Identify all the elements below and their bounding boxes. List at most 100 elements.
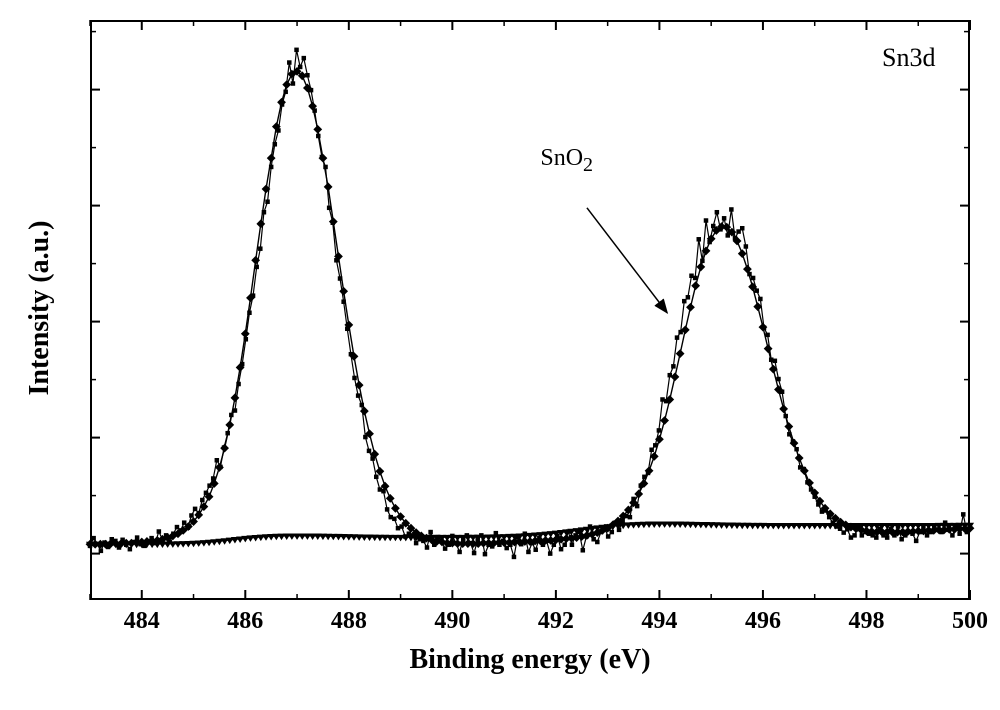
fit-series-marker xyxy=(324,182,333,191)
raw-series-marker xyxy=(374,475,379,480)
raw-series-marker xyxy=(617,528,622,533)
raw-series-marker xyxy=(943,520,948,525)
raw-series-marker xyxy=(367,449,372,454)
series-group xyxy=(86,48,975,560)
fit-series-marker xyxy=(231,393,240,402)
fit-series-marker xyxy=(386,494,395,503)
raw-series-marker xyxy=(215,458,220,463)
raw-series-marker xyxy=(852,533,857,538)
raw-series-marker xyxy=(950,533,955,538)
raw-series-marker xyxy=(754,288,759,293)
raw-series-marker xyxy=(483,552,488,557)
raw-series-marker xyxy=(610,530,615,535)
raw-series-marker xyxy=(526,550,531,555)
fit-series-line xyxy=(90,71,970,544)
raw-series-marker xyxy=(751,276,756,281)
raw-series-marker xyxy=(428,530,433,535)
raw-series-marker xyxy=(189,513,194,518)
raw-series-marker xyxy=(128,547,133,552)
raw-series-marker xyxy=(302,56,307,61)
axis-ticks xyxy=(90,20,970,600)
raw-series-marker xyxy=(414,541,419,546)
annotation-sno2: SnO2 xyxy=(540,145,593,177)
raw-series-marker xyxy=(559,547,564,552)
raw-series-marker xyxy=(200,498,205,503)
raw-series-marker xyxy=(588,524,593,529)
raw-series-marker xyxy=(729,207,734,212)
raw-series-marker xyxy=(425,545,430,550)
raw-series-marker xyxy=(294,48,299,53)
fit-series-marker xyxy=(360,407,369,416)
raw-series-marker xyxy=(765,333,770,338)
raw-series-marker xyxy=(352,376,357,381)
raw-series-marker xyxy=(193,507,198,512)
raw-series-marker xyxy=(874,535,879,540)
raw-series-marker xyxy=(392,517,397,522)
raw-series-marker xyxy=(533,547,538,552)
raw-series-marker xyxy=(961,512,966,517)
fit-series-marker xyxy=(267,154,276,163)
fit-series-marker xyxy=(779,404,788,413)
x-tick-label: 490 xyxy=(434,608,470,635)
fit-series-marker xyxy=(220,444,229,453)
fit-series-marker xyxy=(256,219,265,228)
raw-series-marker xyxy=(682,299,687,304)
fit-series-marker xyxy=(676,349,685,358)
raw-series-marker xyxy=(258,246,263,251)
fit-series-marker xyxy=(660,416,669,425)
raw-series-marker xyxy=(562,543,567,548)
raw-series-marker xyxy=(671,364,676,369)
fit-series-marker xyxy=(391,504,400,513)
raw-series-marker xyxy=(548,551,553,556)
figure: Intensity (a.u.) Binding energy (eV) 484… xyxy=(0,0,1000,710)
fit-series-marker xyxy=(225,420,234,429)
raw-series-marker xyxy=(465,533,470,538)
fit-series-marker xyxy=(738,249,747,258)
x-tick-label: 494 xyxy=(641,608,677,635)
raw-series-marker xyxy=(914,539,919,544)
raw-series-marker xyxy=(494,531,499,536)
x-axis-label: Binding energy (eV) xyxy=(90,644,970,676)
raw-series-marker xyxy=(722,216,727,221)
fit-series-marker xyxy=(691,281,700,290)
annotation-sn3d: Sn3d xyxy=(882,43,935,73)
fit-series-marker xyxy=(339,287,348,296)
x-tick-label: 496 xyxy=(745,608,781,635)
raw-series-marker xyxy=(686,295,691,300)
fit-series-marker xyxy=(375,467,384,476)
raw-series-marker xyxy=(896,524,901,529)
raw-series-marker xyxy=(265,199,270,204)
fit-series-marker xyxy=(759,323,768,332)
raw-series-marker xyxy=(182,520,187,525)
x-tick-label: 486 xyxy=(227,608,263,635)
raw-series-marker xyxy=(758,297,763,302)
raw-series-marker xyxy=(649,448,654,453)
fit-series-marker xyxy=(329,217,338,226)
raw-series-marker xyxy=(443,546,448,551)
raw-series-marker xyxy=(606,534,611,539)
raw-series-marker xyxy=(450,534,455,539)
raw-series-marker xyxy=(291,81,296,86)
raw-series-marker xyxy=(91,536,96,541)
x-tick-label: 484 xyxy=(124,608,160,635)
raw-series-marker xyxy=(457,550,462,555)
y-axis-label: Intensity (a.u.) xyxy=(24,188,56,428)
raw-series-marker xyxy=(657,428,662,433)
fit-series-marker xyxy=(686,303,695,312)
raw-series-marker xyxy=(773,359,778,364)
plot-svg xyxy=(0,0,1000,710)
x-tick-label: 500 xyxy=(952,608,988,635)
raw-series-marker xyxy=(385,507,390,512)
raw-series-marker xyxy=(479,533,484,538)
x-tick-label: 498 xyxy=(848,608,884,635)
raw-series-marker xyxy=(744,244,749,249)
x-tick-label: 492 xyxy=(538,608,574,635)
raw-series-marker xyxy=(697,237,702,242)
fit-series-marker xyxy=(282,80,291,89)
raw-series-marker xyxy=(512,555,517,560)
raw-series-marker xyxy=(715,210,720,215)
raw-series-marker xyxy=(157,529,162,534)
raw-series-marker xyxy=(472,551,477,556)
raw-series-marker xyxy=(356,393,361,398)
raw-series-marker xyxy=(581,548,586,553)
